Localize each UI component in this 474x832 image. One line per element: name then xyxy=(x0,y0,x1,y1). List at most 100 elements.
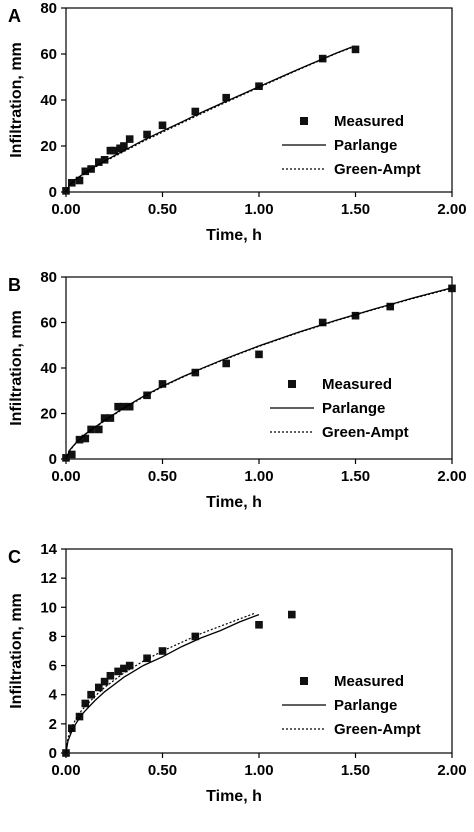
data-point-measured xyxy=(120,142,128,150)
legend-marker-measured xyxy=(288,380,296,388)
data-point-measured xyxy=(255,620,263,629)
data-point-measured xyxy=(191,632,200,641)
data-point-measured xyxy=(255,350,263,359)
data-point-measured xyxy=(75,712,84,721)
legend-label-green-ampt: Green-Ampt xyxy=(322,424,409,441)
series-line-parlange xyxy=(65,46,352,193)
data-point-measured xyxy=(158,647,167,655)
y-tick-label: 4 xyxy=(49,687,58,704)
data-point-measured xyxy=(106,671,115,680)
y-tick-label: 10 xyxy=(40,599,57,616)
legend-label-green-ampt: Green-Ampt xyxy=(334,721,421,738)
legend: Measured Parlange Green-Ampt xyxy=(282,673,421,738)
legend-label-parlange: Parlange xyxy=(322,400,385,417)
data-point-measured xyxy=(120,664,128,673)
y-tick-label: 0 xyxy=(49,184,57,201)
series-line-green-ampt xyxy=(65,287,453,460)
legend-label-measured: Measured xyxy=(322,376,392,393)
x-tick-label: 2.00 xyxy=(437,468,466,485)
data-point-measured xyxy=(87,690,95,699)
x-tick-label: 0.00 xyxy=(51,762,80,779)
x-tick-label: 1.00 xyxy=(244,762,273,779)
data-point-measured xyxy=(222,359,230,368)
legend-marker-measured xyxy=(300,117,308,125)
x-tick-label: 1.00 xyxy=(244,468,273,485)
x-axis-label: Time, h xyxy=(206,227,262,244)
data-point-measured xyxy=(81,167,90,176)
data-point-measured xyxy=(351,311,360,320)
x-tick-label: 0.00 xyxy=(51,468,80,485)
data-point-measured xyxy=(95,158,103,166)
data-point-measured xyxy=(125,661,134,670)
x-tick-label: 2.00 xyxy=(437,762,466,779)
y-tick-label: 40 xyxy=(40,360,57,377)
x-tick-label: 2.00 xyxy=(437,201,466,218)
y-axis-label: Infiltration, mm xyxy=(8,310,25,426)
data-point-measured xyxy=(116,144,124,153)
x-tick-label: 0.00 xyxy=(51,201,80,218)
chart-panel-b: B 0.00 0.50 1.00 1.50 2.00 0 20 40 60 80 Time, h Inf… xyxy=(8,269,467,511)
y-tick-label: 8 xyxy=(49,628,57,645)
legend-label-measured: Measured xyxy=(334,673,404,690)
data-point-measured xyxy=(114,402,122,411)
data-point-measured xyxy=(318,318,327,327)
panel-label: C xyxy=(8,547,21,567)
data-point-measured xyxy=(143,654,151,663)
data-point-measured xyxy=(100,677,109,686)
x-tick-label: 1.50 xyxy=(341,201,370,218)
data-point-measured xyxy=(351,45,360,54)
series-line-green-ampt xyxy=(65,47,352,193)
y-tick-label: 14 xyxy=(40,541,57,558)
data-point-measured xyxy=(81,434,90,443)
data-point-measured xyxy=(125,135,134,143)
x-axis-label: Time, h xyxy=(206,788,262,805)
series-line-green-ampt xyxy=(65,612,256,754)
data-point-measured xyxy=(191,368,200,377)
data-point-measured xyxy=(191,107,200,116)
data-point-measured xyxy=(95,425,103,434)
panel-label: B xyxy=(8,275,21,295)
x-tick-label: 1.50 xyxy=(341,468,370,485)
legend-label-green-ampt: Green-Ampt xyxy=(334,161,421,178)
y-tick-label: 20 xyxy=(40,406,57,423)
y-tick-label: 20 xyxy=(40,138,57,155)
x-tick-label: 0.50 xyxy=(148,201,177,218)
chart-panel-a: A 0.00 0.50 1.00 1.50 2.00 0 20 40 60 80 Time, h Inf… xyxy=(8,0,467,244)
y-tick-label: 0 xyxy=(49,451,57,468)
data-point-measured xyxy=(106,414,115,422)
data-point-measured xyxy=(67,450,76,459)
data-point-measured xyxy=(120,402,128,411)
y-tick-label: 2 xyxy=(49,716,57,733)
y-tick-label: 60 xyxy=(40,315,57,332)
data-point-measured xyxy=(106,146,115,155)
y-axis-label: Infiltration, mm xyxy=(8,593,25,709)
data-point-measured xyxy=(158,121,167,130)
y-tick-label: 40 xyxy=(40,92,57,109)
legend: Measured Parlange Green-Ampt xyxy=(282,113,421,178)
y-tick-label: 6 xyxy=(49,658,57,675)
data-point-measured xyxy=(75,176,84,185)
data-point-measured xyxy=(386,302,395,311)
legend-marker-measured xyxy=(300,677,308,685)
legend-label-measured: Measured xyxy=(334,113,404,130)
data-point-measured xyxy=(100,156,109,164)
data-point-measured xyxy=(125,402,134,411)
legend: Measured Parlange Green-Ampt xyxy=(270,376,409,441)
data-point-measured xyxy=(288,610,296,619)
data-point-measured xyxy=(448,284,456,293)
data-point-measured xyxy=(158,380,167,388)
legend-label-parlange: Parlange xyxy=(334,697,397,714)
legend-label-parlange: Parlange xyxy=(334,137,397,154)
x-tick-label: 1.00 xyxy=(244,201,273,218)
y-tick-label: 0 xyxy=(49,745,57,762)
x-axis-label: Time, h xyxy=(206,494,262,511)
y-tick-label: 12 xyxy=(40,570,57,587)
x-tick-label: 0.50 xyxy=(148,468,177,485)
y-tick-label: 60 xyxy=(40,46,57,63)
data-point-measured xyxy=(100,414,109,422)
data-point-measured xyxy=(222,93,230,102)
data-point-measured xyxy=(114,667,122,676)
y-tick-label: 80 xyxy=(40,0,57,17)
data-point-measured xyxy=(110,146,119,155)
